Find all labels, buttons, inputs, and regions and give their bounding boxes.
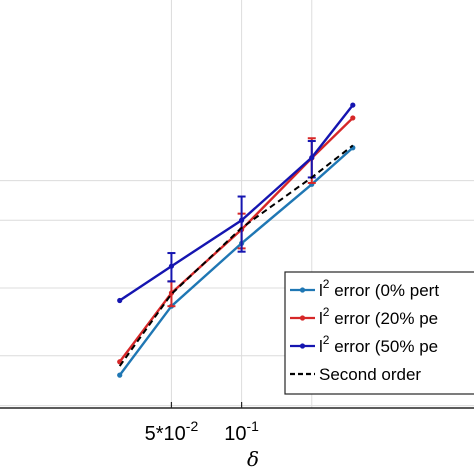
x-tick-label: 5*10-2 xyxy=(145,418,199,445)
series-line xyxy=(119,104,354,302)
legend-box xyxy=(284,271,474,395)
x-tick-labels: 5*10-2 10-1 xyxy=(145,418,260,445)
x-axis-label: δ xyxy=(247,447,259,471)
data-point xyxy=(309,154,315,161)
series-line xyxy=(118,144,354,367)
data-point xyxy=(168,263,175,269)
legend: l2 error (0% pert l2 error (20% pe l2 erro… xyxy=(284,271,474,395)
legend-marker xyxy=(299,287,306,293)
grid-lines xyxy=(0,0,474,408)
data-point xyxy=(239,217,245,223)
legend-item: l2 error (50% pe xyxy=(290,333,438,356)
legend-label: l2 error (50% pe xyxy=(319,333,438,356)
legend-label: l2 error (20% pe xyxy=(319,305,438,328)
legend-marker xyxy=(299,315,306,321)
legend-label: Second order xyxy=(319,365,421,384)
legend-item: Second order xyxy=(290,365,421,384)
data-point xyxy=(117,372,123,378)
data-point xyxy=(350,115,356,121)
data-series xyxy=(117,102,356,378)
legend-item: l2 error (20% pe xyxy=(290,305,438,328)
axes xyxy=(0,402,474,409)
series-3 xyxy=(118,144,354,367)
legend-item: l2 error (0% pert xyxy=(290,277,439,300)
series-2 xyxy=(117,102,356,304)
x-tick-label: 10-1 xyxy=(224,418,259,445)
data-point xyxy=(117,297,123,304)
data-point xyxy=(350,102,356,108)
legend-label: l2 error (0% pert xyxy=(319,277,439,300)
legend-marker xyxy=(299,343,306,349)
